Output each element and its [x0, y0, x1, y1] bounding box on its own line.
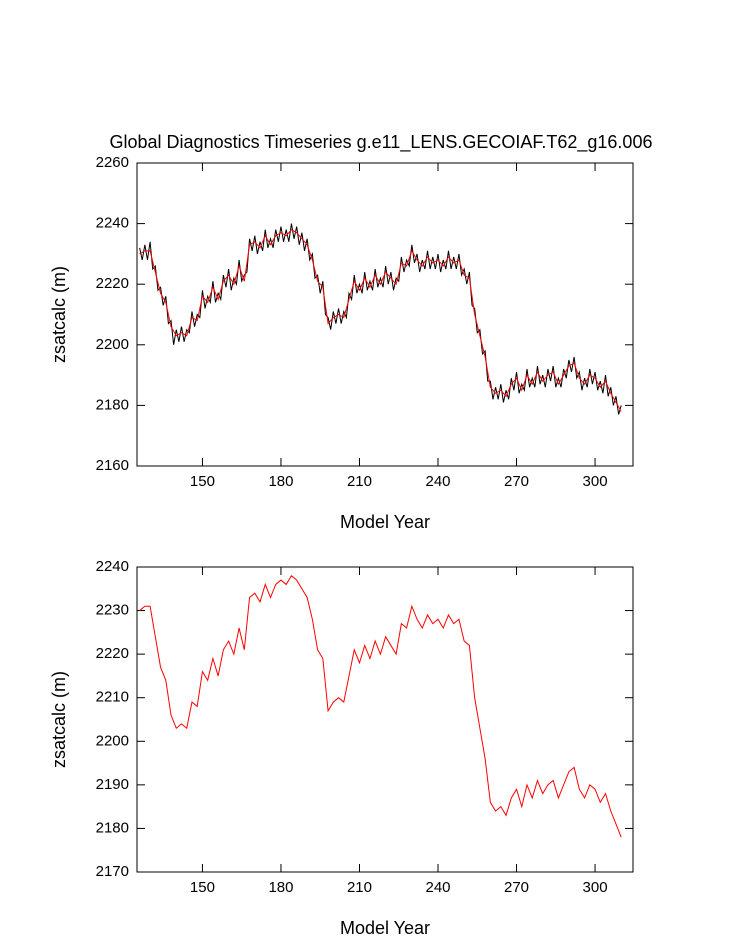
y-axis-label: zsatcalc (m) — [49, 671, 69, 768]
y-tick-label: 2220 — [96, 645, 129, 662]
x-tick-label: 300 — [583, 473, 608, 490]
y-axis-label: zsatcalc (m) — [49, 266, 69, 363]
x-axis-label: Model Year — [340, 918, 430, 938]
y-tick-label: 2240 — [96, 558, 129, 575]
x-tick-label: 210 — [347, 473, 372, 490]
y-tick-label: 2180 — [96, 396, 129, 413]
y-tick-label: 2200 — [96, 336, 129, 353]
plot-frame — [136, 566, 634, 873]
y-tick-label: 2170 — [96, 863, 129, 880]
y-tick-label: 2200 — [96, 732, 129, 749]
x-tick-label: 240 — [425, 473, 450, 490]
x-tick-label: 180 — [268, 879, 293, 896]
y-tick-label: 2210 — [96, 689, 129, 706]
series-line — [139, 229, 622, 412]
y-tick-label: 2180 — [96, 819, 129, 836]
y-tick-label: 2230 — [96, 602, 129, 619]
y-tick-label: 2220 — [96, 275, 129, 292]
x-tick-label: 210 — [347, 879, 372, 896]
x-tick-label: 150 — [190, 473, 215, 490]
x-tick-label: 270 — [504, 473, 529, 490]
series-line — [139, 223, 622, 415]
x-tick-label: 270 — [504, 879, 529, 896]
x-axis-label: Model Year — [340, 512, 430, 532]
y-tick-label: 2190 — [96, 776, 129, 793]
series-line — [139, 574, 622, 838]
y-tick-label: 2240 — [96, 215, 129, 232]
y-tick-label: 2260 — [96, 154, 129, 171]
x-tick-label: 240 — [425, 879, 450, 896]
chart-title: Global Diagnostics Timeseries g.e11_LENS… — [110, 132, 653, 153]
plot-frame — [136, 162, 634, 467]
x-tick-label: 300 — [583, 879, 608, 896]
x-tick-label: 180 — [268, 473, 293, 490]
y-tick-label: 2160 — [96, 457, 129, 474]
x-tick-label: 150 — [190, 879, 215, 896]
